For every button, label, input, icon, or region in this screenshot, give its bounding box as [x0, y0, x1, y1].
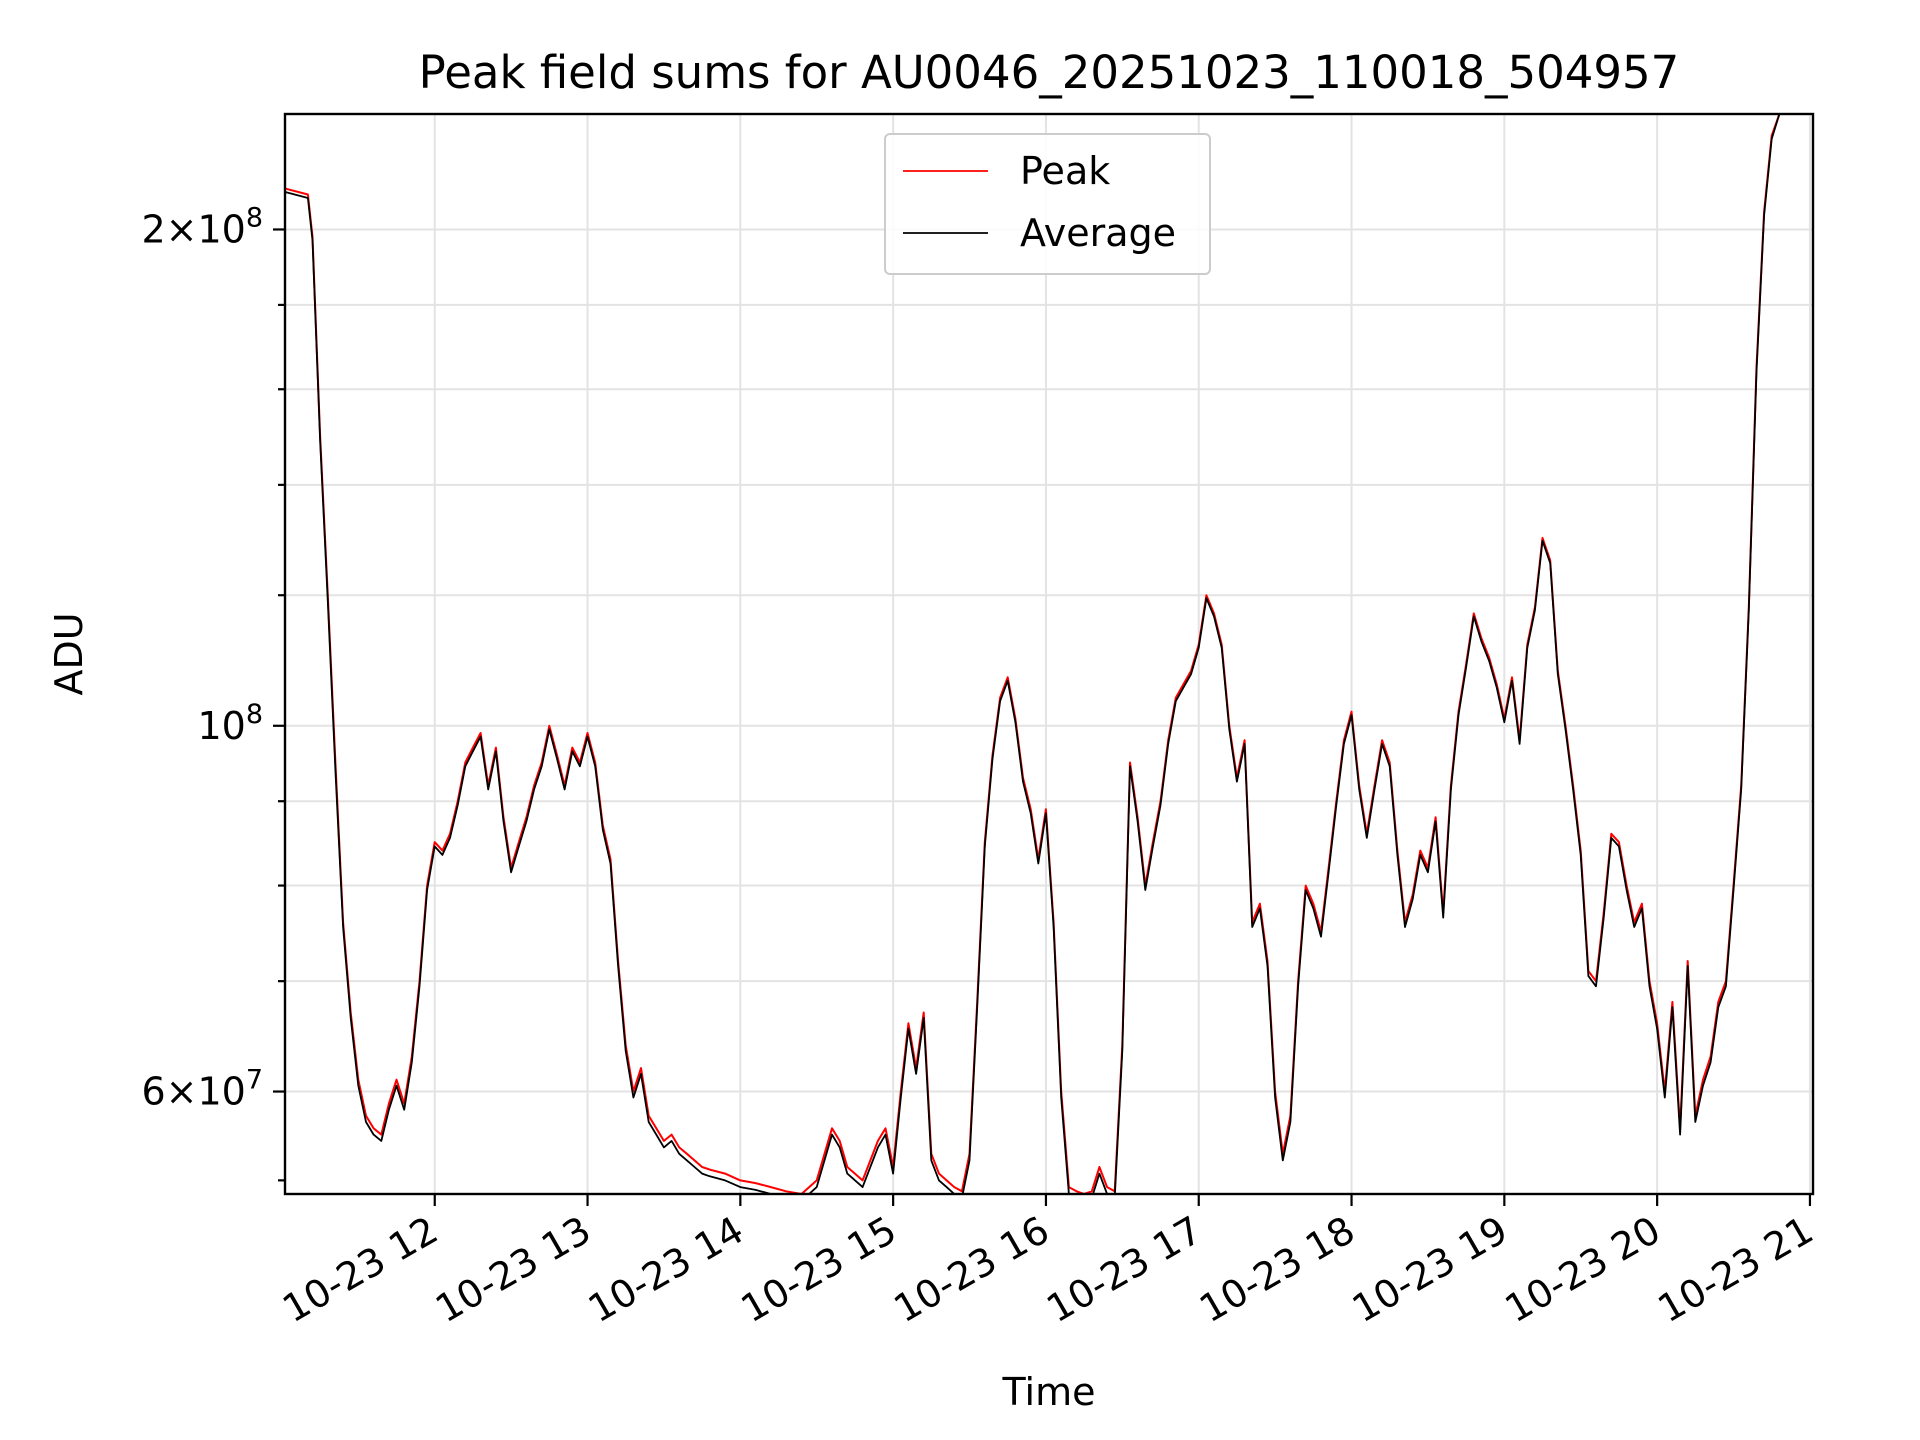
legend-box [884, 133, 1211, 275]
y-tick-label: 2×108 [141, 202, 263, 251]
chart-title: Peak field sums for AU0046_20251023_1100… [419, 46, 1680, 99]
grid [285, 114, 1813, 1194]
legend: Peak Average [884, 133, 1211, 275]
x-axis-label: Time [1002, 1370, 1096, 1414]
series-line-average [285, 114, 1787, 1194]
y-tick-label: 108 [197, 699, 263, 748]
y-axis-label: ADU [47, 612, 91, 695]
legend-label-average: Average [1020, 211, 1176, 255]
plot-frame [283, 112, 1815, 1196]
y-tick-label: 6×107 [141, 1065, 263, 1114]
legend-label-peak: Peak [1020, 149, 1110, 193]
series-layer [285, 114, 1787, 1194]
